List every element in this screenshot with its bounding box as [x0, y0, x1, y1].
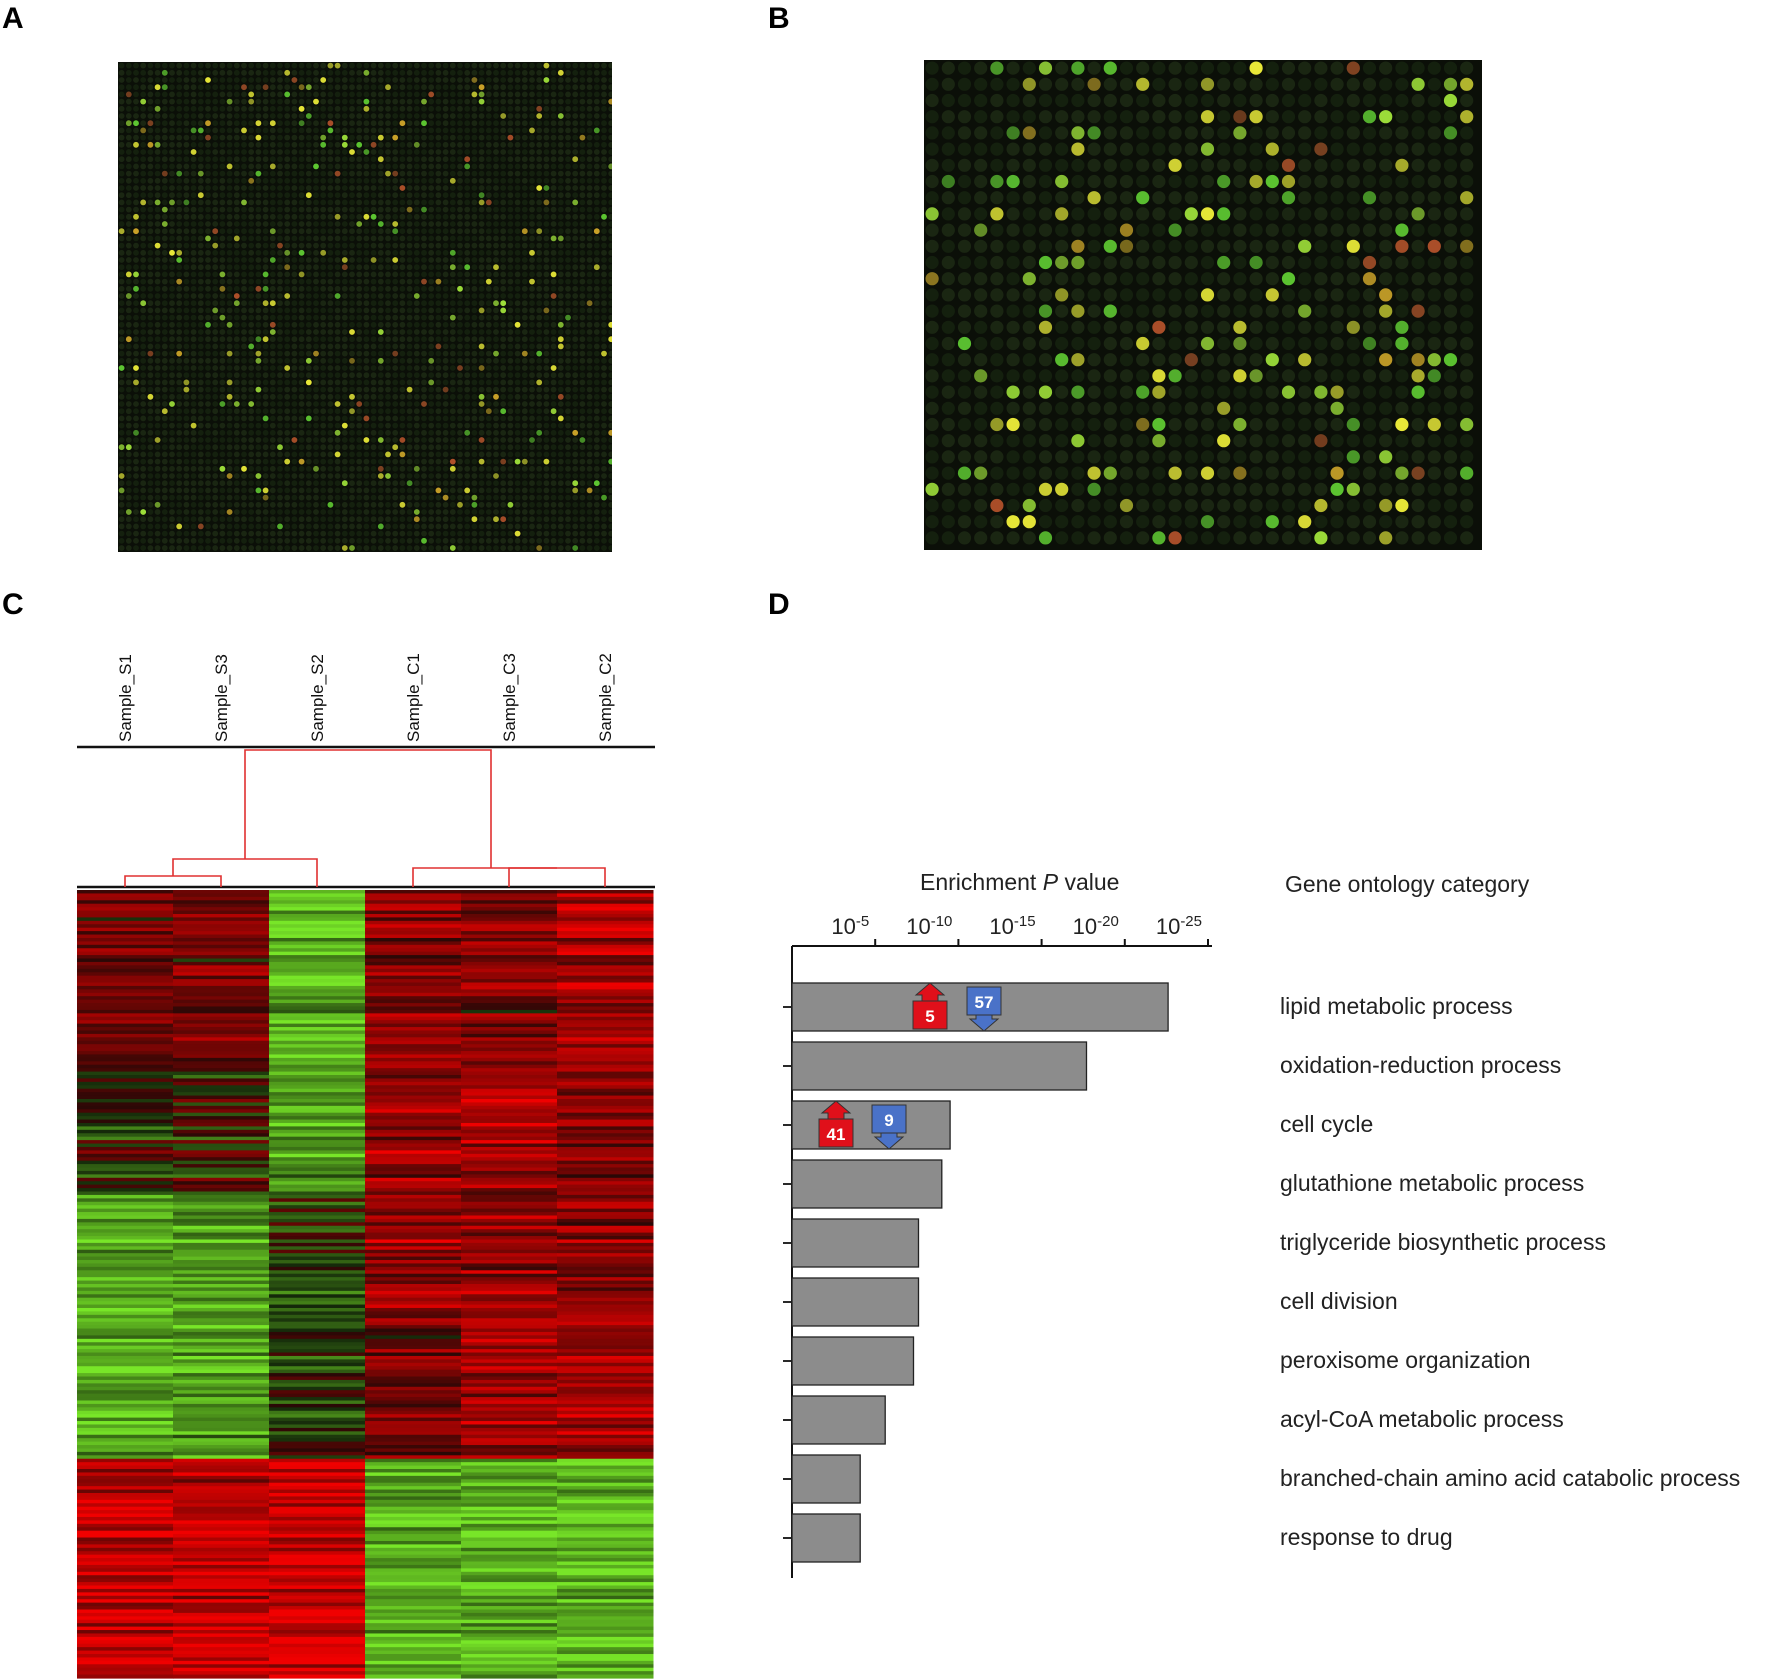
- category-label: cell cycle: [1280, 1111, 1373, 1137]
- panel-label-b: B: [768, 2, 790, 35]
- category-label: cell division: [1280, 1288, 1398, 1314]
- microarray-image-a: [118, 62, 612, 552]
- down-count-label: 9: [884, 1111, 893, 1130]
- category-label: triglyceride biosynthetic process: [1280, 1229, 1606, 1255]
- category-label: response to drug: [1280, 1524, 1453, 1550]
- bar: [791, 1513, 861, 1563]
- up-count-marker: 41: [818, 1100, 854, 1148]
- sample-label: Sample_C3: [500, 653, 519, 742]
- category-label: branched-chain amino acid catabolic proc…: [1280, 1465, 1740, 1491]
- up-count-marker: 5: [912, 982, 948, 1030]
- dendrogram-branch: [412, 867, 557, 887]
- heatmap-panel: Sample_S1 Sample_S3 Sample_S2 Sample_C1 Samp…: [77, 653, 655, 1679]
- sample-label: Sample_S1: [116, 654, 135, 742]
- category-label: oxidation-reduction process: [1280, 1052, 1561, 1078]
- category-label: peroxisome organization: [1280, 1347, 1531, 1373]
- panel-label-d: D: [768, 588, 790, 621]
- dendrogram-branch: [244, 749, 492, 868]
- bar: [791, 1395, 886, 1445]
- sample-label: Sample_C1: [404, 653, 423, 742]
- bar: [791, 1159, 943, 1209]
- x-tick-label: 10-20: [1073, 913, 1119, 939]
- bar: [791, 1277, 920, 1327]
- up-count-label: 41: [827, 1125, 846, 1144]
- x-axis-title: Enrichment P value: [920, 869, 1119, 895]
- dendrogram-branch: [508, 867, 606, 887]
- x-tick-label: 10-10: [906, 913, 952, 939]
- panel-label-a: A: [2, 2, 24, 35]
- category-label: acyl-CoA metabolic process: [1280, 1406, 1564, 1432]
- bar: [791, 1218, 920, 1268]
- category-header: Gene ontology category: [1285, 871, 1530, 897]
- dendrogram-branch: [172, 858, 318, 887]
- go-enrichment-chart: Enrichment P value Gene ontology categor…: [783, 869, 1740, 1578]
- down-count-marker: 57: [966, 986, 1002, 1032]
- bar: [791, 1041, 1088, 1091]
- bar: [791, 1100, 951, 1150]
- sample-label: Sample_C2: [596, 653, 615, 742]
- microarray-image-b: [924, 60, 1482, 550]
- x-tick-label: 10-15: [989, 913, 1035, 939]
- up-count-label: 5: [925, 1007, 934, 1026]
- bar: [791, 1336, 915, 1386]
- down-count-label: 57: [975, 993, 994, 1012]
- x-tick-label: 10-5: [831, 913, 869, 939]
- category-label: glutathione metabolic process: [1280, 1170, 1584, 1196]
- down-count-marker: 9: [871, 1104, 907, 1150]
- sample-label: Sample_S2: [308, 654, 327, 742]
- bar: [791, 1454, 861, 1504]
- category-label: lipid metabolic process: [1280, 993, 1513, 1019]
- panel-label-c: C: [2, 588, 24, 621]
- dendrogram-branch: [124, 875, 222, 887]
- x-tick-label: 10-25: [1156, 913, 1202, 939]
- sample-label: Sample_S3: [212, 654, 231, 742]
